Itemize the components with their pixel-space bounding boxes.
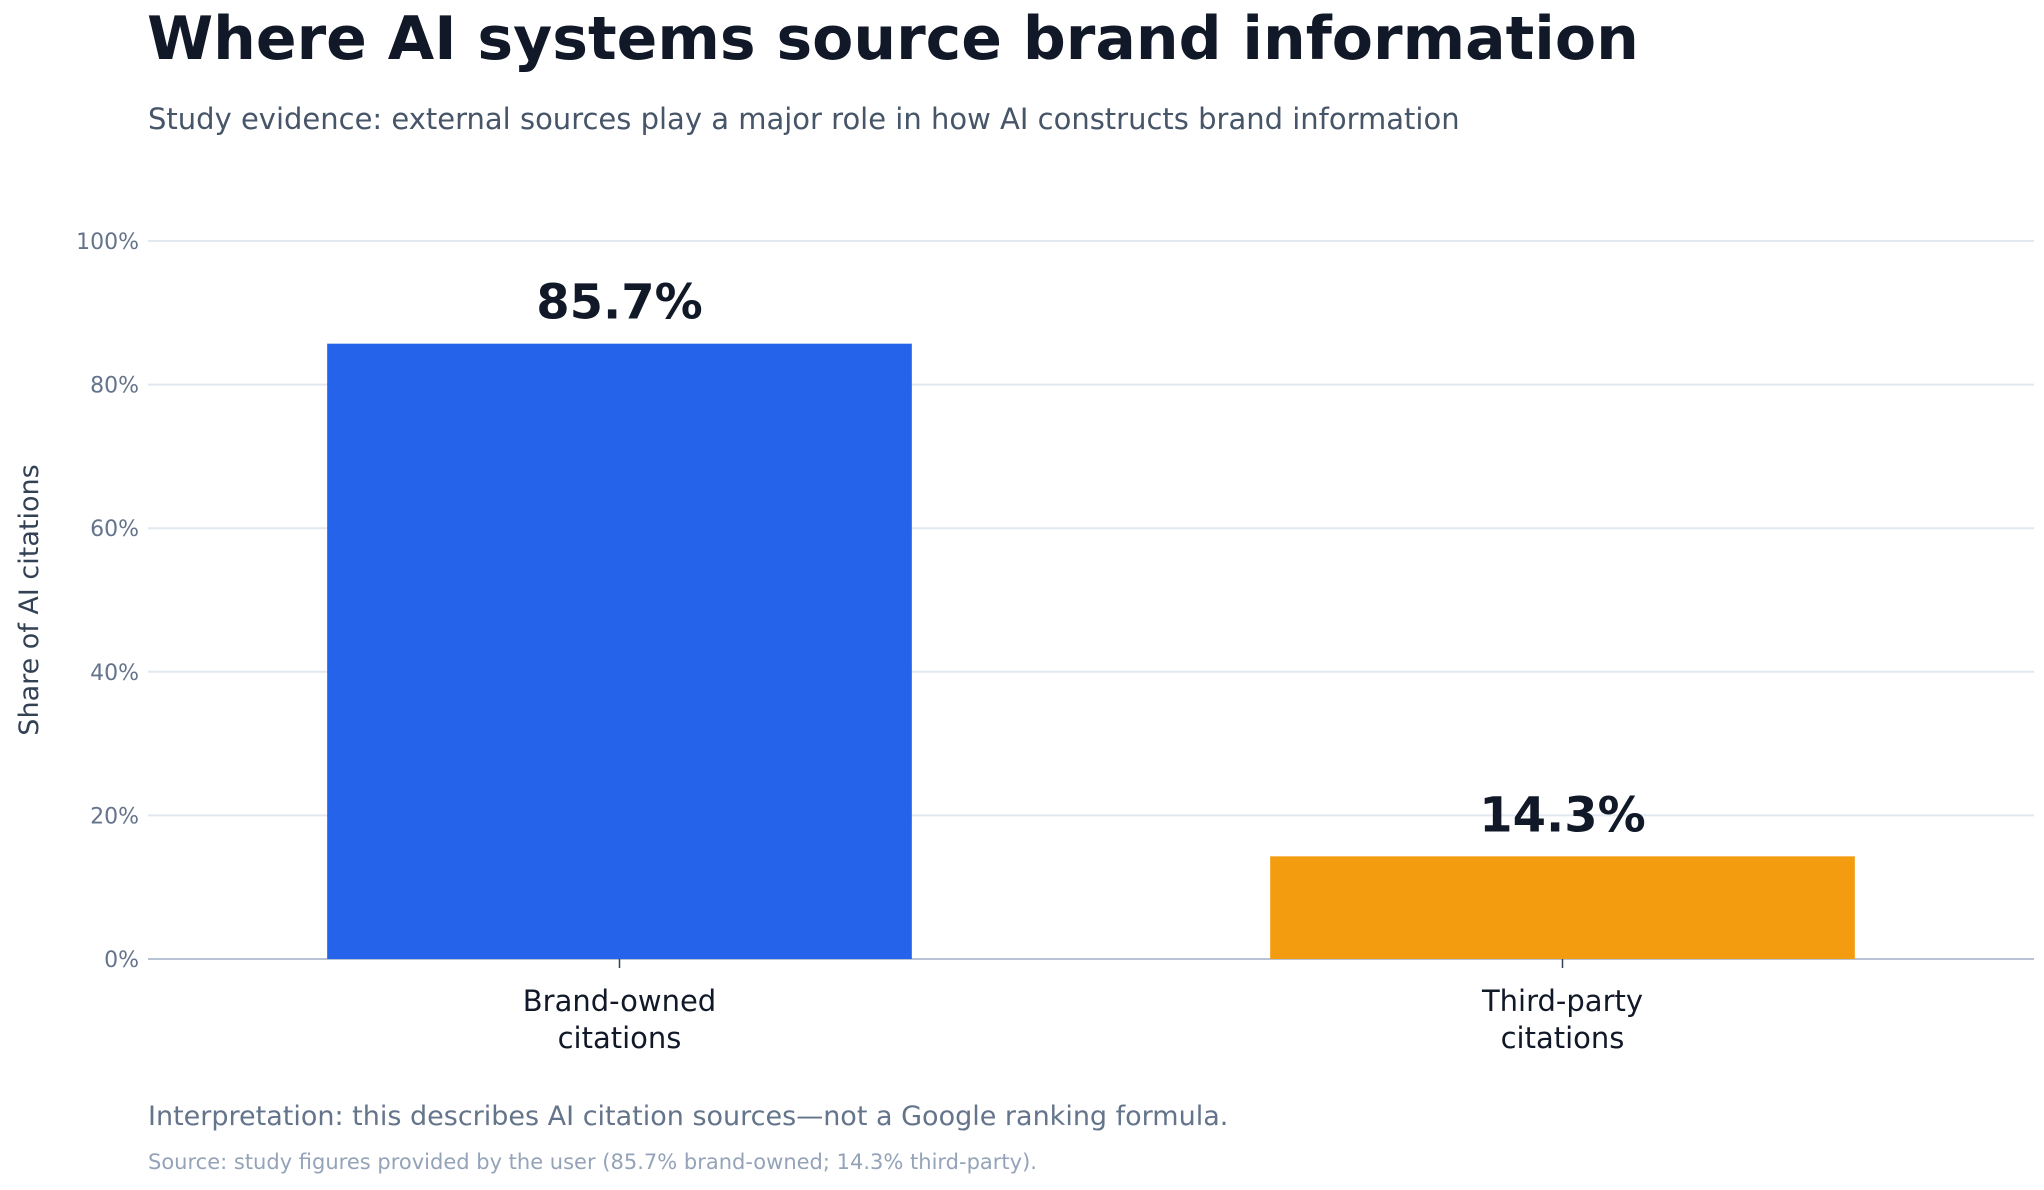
y-axis-ticks: 0% 20% 40% 60% 80% 100% [76, 230, 139, 973]
chart-title: Where AI systems source brand informatio… [147, 4, 1639, 74]
bar-value-label: 85.7% [536, 275, 703, 331]
y-tick-label: 60% [90, 517, 139, 542]
source-note: Source: study figures provided by the us… [148, 1150, 1037, 1174]
bar [327, 343, 912, 959]
y-tick-label: 40% [90, 661, 139, 686]
y-axis-title: Share of AI citations [14, 464, 45, 735]
y-tick-label: 20% [90, 804, 139, 829]
bar [1270, 856, 1855, 959]
y-tick-label: 0% [104, 948, 139, 973]
bar-value-label: 14.3% [1479, 787, 1646, 843]
y-tick-label: 80% [90, 374, 139, 399]
chart-subtitle: Study evidence: external sources play a … [148, 102, 1460, 136]
data-labels: 85.7% 14.3% [536, 275, 1646, 844]
bars [327, 343, 1855, 959]
x-tick-label: Third-party citations [1481, 984, 1643, 1055]
y-tick-label: 100% [76, 230, 139, 255]
interpretation-note: Interpretation: this describes AI citati… [148, 1101, 1229, 1132]
x-axis-ticks: Brand-owned citations Third-party citations [523, 959, 1643, 1055]
x-tick-label: Brand-owned citations [523, 984, 716, 1055]
